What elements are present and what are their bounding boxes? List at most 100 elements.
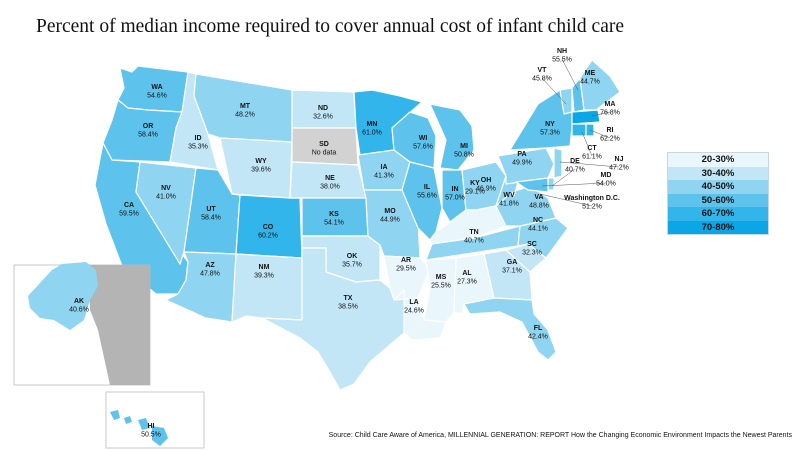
state-label-mt: MT 48.2% xyxy=(235,103,255,119)
state-name: FL xyxy=(534,325,543,332)
callout-line xyxy=(559,161,620,168)
state-ms[interactable] xyxy=(423,257,457,323)
state-value: 40.6% xyxy=(69,307,89,314)
state-label-nj: NJ 47.2% xyxy=(609,156,629,172)
state-mi[interactable] xyxy=(429,103,475,171)
state-value: 44.7% xyxy=(580,79,600,86)
state-label-az: AZ 47.8% xyxy=(200,262,220,278)
state-value: 24.6% xyxy=(404,308,424,315)
state-ma[interactable] xyxy=(571,109,601,125)
state-name: UT xyxy=(206,206,216,213)
state-value: 55.5% xyxy=(552,57,572,64)
state-value: 40.7% xyxy=(464,238,484,245)
state-value: 32.3% xyxy=(522,250,542,257)
state-label-fl: FL 42.4% xyxy=(528,325,548,341)
state-name: OK xyxy=(347,253,358,260)
state-value: 57.6% xyxy=(413,144,433,151)
callout-line xyxy=(561,58,579,91)
state-value: 62.2% xyxy=(600,136,620,143)
state-value: 46.9% xyxy=(476,186,496,193)
state-nj[interactable] xyxy=(553,147,563,179)
state-label-nm: NM 39.3% xyxy=(254,264,274,280)
state-value: 54.0% xyxy=(596,181,616,188)
state-value: 58.4% xyxy=(201,215,221,222)
state-label-mi: MI 50.8% xyxy=(454,143,474,159)
state-name: TN xyxy=(469,229,478,236)
state-value: 76.8% xyxy=(600,110,620,117)
state-value: 59.5% xyxy=(119,211,139,218)
state-name: RI xyxy=(607,127,614,134)
state-fl[interactable] xyxy=(463,297,557,361)
state-ak[interactable] xyxy=(28,262,98,330)
state-label-pa: PA 49.9% xyxy=(512,151,532,167)
state-ny[interactable] xyxy=(509,87,575,151)
state-name: CA xyxy=(124,202,134,209)
state-label-tx: TX 38.5% xyxy=(338,295,358,311)
state-name: SC xyxy=(527,241,537,248)
state-label-il: IL 55.6% xyxy=(417,184,437,200)
state-tx[interactable] xyxy=(261,247,406,391)
state-label-ok: OK 35.7% xyxy=(342,253,362,269)
state-value: 57.3% xyxy=(540,130,560,137)
state-name: IN xyxy=(452,186,459,193)
state-label-la: LA 24.6% xyxy=(404,299,424,315)
state-name: NV xyxy=(161,185,171,192)
state-value: 47.2% xyxy=(609,165,629,172)
state-name: AR xyxy=(401,257,411,264)
state-label-md: MD 54.0% xyxy=(596,172,616,188)
state-label-me: ME 44.7% xyxy=(580,70,600,86)
legend-item: 70-80% xyxy=(668,220,768,234)
state-label-ky: KY 29.1% xyxy=(465,180,485,196)
legend-item: 60-70% xyxy=(668,207,768,221)
state-me[interactable] xyxy=(579,59,621,111)
state-name: MN xyxy=(367,121,378,128)
legend-item: 30-40% xyxy=(668,166,768,180)
legend: 20-30% 30-40% 40-50% 50-60% 60-70% 70-80% xyxy=(667,152,769,235)
state-label-ca: CA 59.5% xyxy=(119,202,139,218)
state-label-mo: MO 44.9% xyxy=(380,208,400,224)
state-nv[interactable] xyxy=(135,161,197,265)
state-name: ME xyxy=(585,70,596,77)
state-value: 41.3% xyxy=(374,173,394,180)
state-name: MD xyxy=(601,172,612,179)
state-co[interactable] xyxy=(235,194,303,259)
state-label-ar: AR 29.5% xyxy=(396,257,416,273)
state-label-wy: WY 39.6% xyxy=(251,158,271,174)
state-label-in: IN 57.0% xyxy=(445,186,465,202)
state-value: 42.4% xyxy=(528,334,548,341)
state-value: No data xyxy=(312,150,337,157)
state-value: 50.8% xyxy=(454,152,474,159)
state-value: 57.0% xyxy=(445,195,465,202)
state-label-mn: MN 61.0% xyxy=(362,121,382,137)
callout-line xyxy=(581,131,593,157)
state-de[interactable] xyxy=(547,177,555,191)
state-wi[interactable] xyxy=(391,111,437,169)
state-la[interactable] xyxy=(393,289,447,341)
state-ct[interactable] xyxy=(571,123,587,137)
state-ga[interactable] xyxy=(483,249,533,301)
state-label-oh: OH 46.9% xyxy=(476,177,496,193)
state-name: DE xyxy=(570,158,580,165)
state-name: OH xyxy=(481,177,492,184)
state-value: 37.1% xyxy=(502,268,522,275)
state-name: MO xyxy=(384,208,396,215)
state-name: IA xyxy=(381,164,388,171)
state-name: TX xyxy=(344,295,353,302)
state-label-hi: HI 50.5% xyxy=(141,423,161,439)
state-hi[interactable] xyxy=(110,410,168,446)
callout-line xyxy=(591,111,611,117)
state-value: 50.5% xyxy=(141,432,161,439)
state-value: 61.0% xyxy=(362,130,382,137)
state-name: NY xyxy=(545,121,555,128)
state-value: 58.4% xyxy=(138,132,158,139)
state-name: CT xyxy=(587,145,597,152)
state-value: 49.9% xyxy=(512,160,532,167)
state-md[interactable] xyxy=(515,177,549,193)
state-label-ia: IA 41.3% xyxy=(374,164,394,180)
state-label-washington-d-c-: Washington D.C. 51.2% xyxy=(564,195,620,211)
state-value: 41.0% xyxy=(156,194,176,201)
state-label-ma: MA 76.8% xyxy=(600,101,620,117)
state-label-id: ID 35.3% xyxy=(188,135,208,151)
state-label-wa: WA 54.6% xyxy=(147,84,167,100)
